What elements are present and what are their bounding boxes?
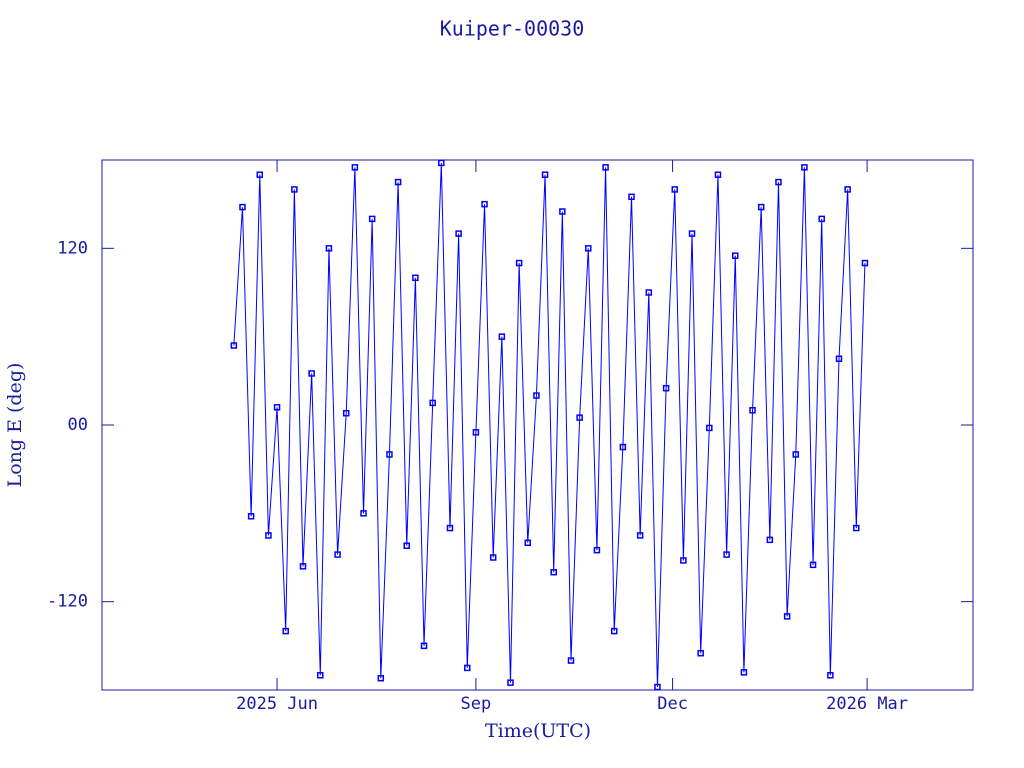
point-marker [671,186,678,193]
point-marker [541,171,549,178]
point-marker [740,669,748,676]
point-marker [265,532,272,539]
point-marker [827,672,834,679]
point-marker [697,649,704,657]
point-marker [533,392,540,399]
point-marker [464,664,471,672]
point-marker [455,230,462,237]
point-marker [351,164,359,171]
plot-frame [101,159,974,691]
y-tick-label: 120 [57,238,88,258]
point-marker [317,672,324,679]
point-marker [775,178,782,186]
series-line [233,162,866,688]
point-marker [783,613,791,620]
point-marker [247,513,255,520]
y-tick-label: 00 [68,415,88,435]
x-axis-label: Time(UTC) [485,720,591,742]
point-marker [239,203,246,211]
point-marker [801,164,808,171]
point-marker [688,230,696,237]
point-marker [853,524,860,532]
point-marker [550,568,557,576]
x-tick-label: 2026 Mar [826,694,908,714]
point-marker [818,215,825,223]
point-marker [507,679,514,686]
point-marker [619,443,627,451]
point-marker [732,252,739,259]
point-marker [567,657,575,664]
y-tick-label: -120 [47,592,88,612]
point-marker [489,554,497,561]
point-marker [377,674,385,682]
x-tick-label: 2025 Jun [236,694,318,714]
point-marker [334,551,341,558]
point-marker [766,536,774,544]
point-marker [792,451,800,458]
point-marker [636,532,644,539]
chart-title: Kuiper-00030 [440,17,585,41]
point-marker [481,200,488,208]
point-marker [342,409,350,417]
point-marker [429,399,436,407]
point-marker [749,407,756,414]
point-marker [291,186,298,193]
point-marker [282,627,289,635]
point-marker [446,524,454,532]
point-marker [360,510,367,517]
point-marker [576,414,583,421]
point-marker [230,342,238,349]
point-marker [844,186,851,193]
point-marker [412,274,419,282]
point-marker [308,370,315,377]
point-marker [861,259,869,267]
point-marker [559,208,566,215]
point-marker [610,627,618,635]
point-marker [472,429,480,436]
point-marker [273,404,281,411]
point-marker [394,178,402,186]
point-marker [723,551,730,558]
x-tick-label: Sep [461,694,492,714]
point-marker [420,642,428,650]
point-marker [256,171,264,178]
point-marker [585,245,592,252]
point-marker [654,683,661,691]
point-marker [403,542,410,549]
point-marker [706,424,713,432]
point-marker [593,546,601,554]
point-marker [524,539,532,547]
point-marker [438,159,445,167]
point-marker [498,333,506,340]
point-marker [386,451,393,458]
point-marker [515,259,523,267]
point-marker [680,557,687,564]
point-marker [368,215,376,223]
point-marker [299,563,307,570]
point-marker [835,355,843,362]
point-marker [757,203,765,211]
point-marker [662,384,670,392]
point-marker [714,171,722,178]
point-marker [645,289,653,296]
point-marker [602,164,609,171]
point-marker [809,561,817,569]
y-axis-label: Long E (deg) [4,363,26,488]
x-tick-label: Dec [657,694,688,714]
point-marker [325,245,333,252]
point-marker [628,193,635,201]
